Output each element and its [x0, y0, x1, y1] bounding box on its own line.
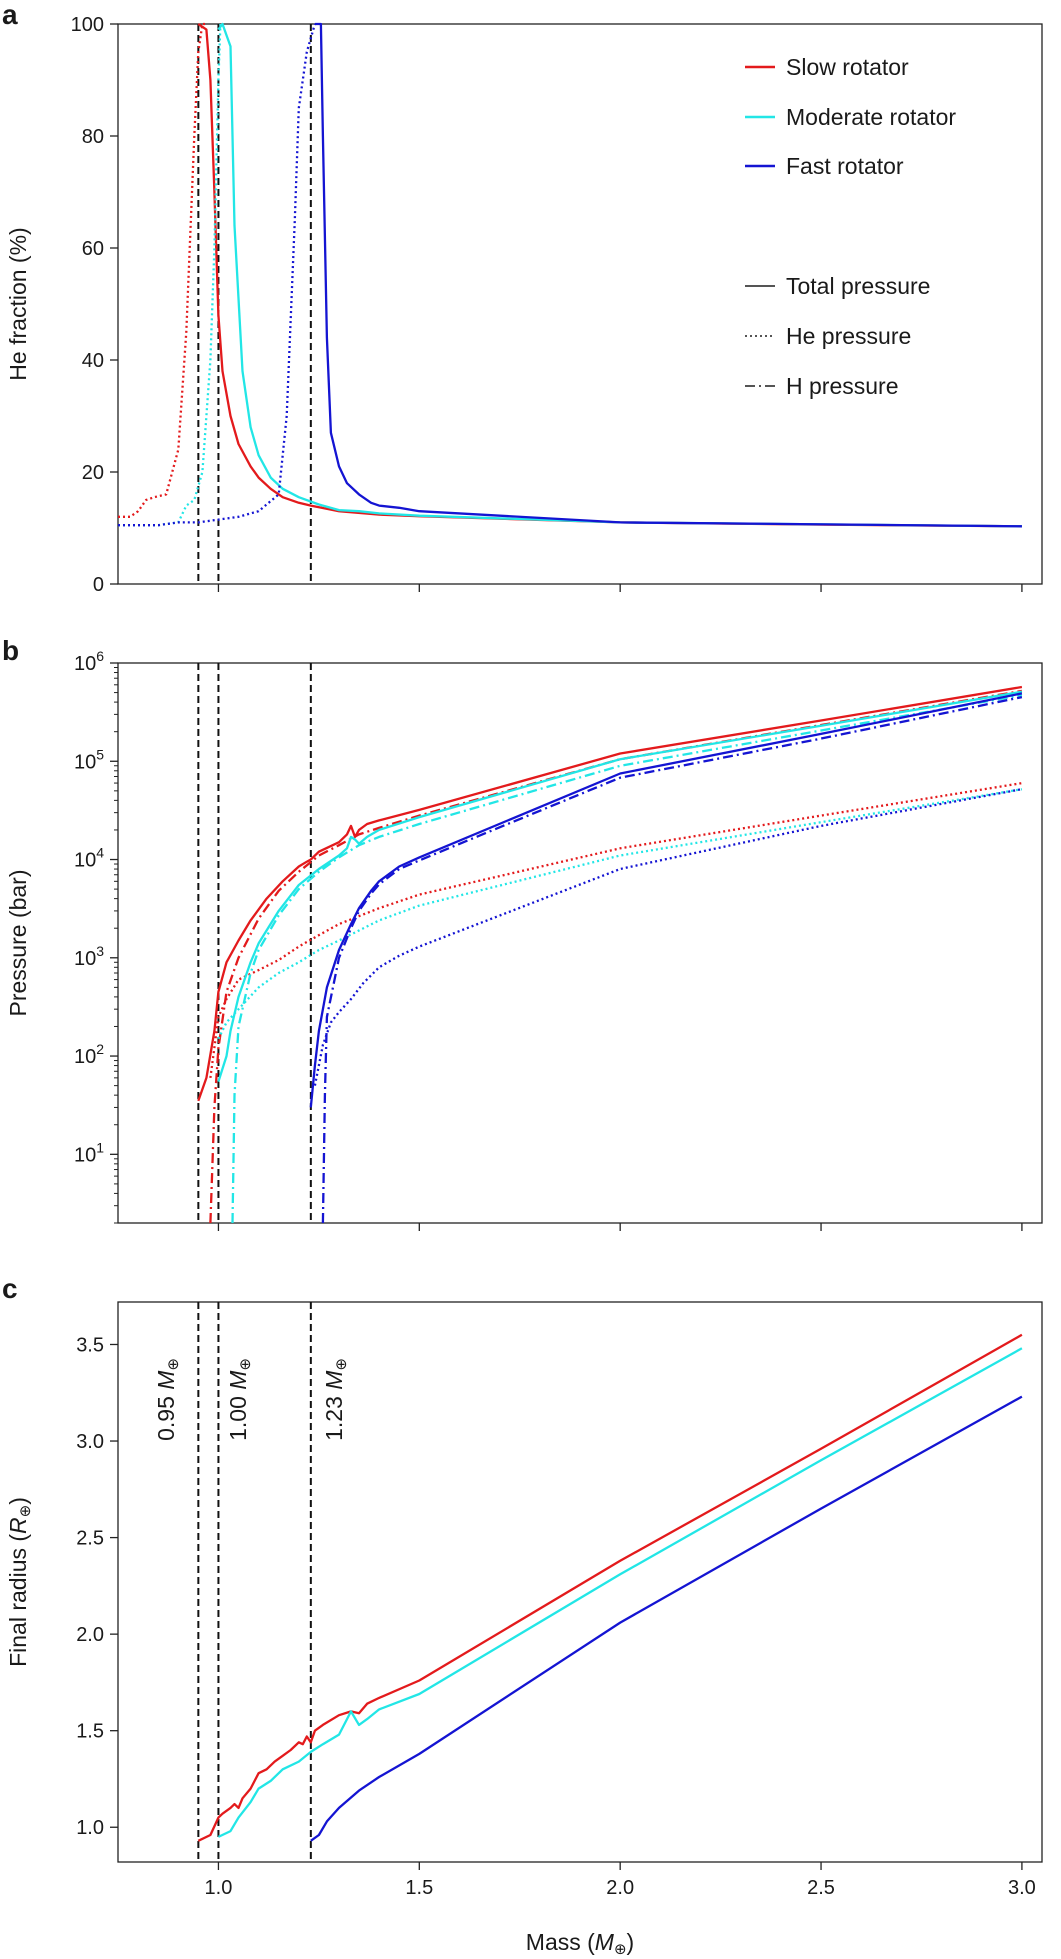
y-tick-label: 3.5	[76, 1334, 104, 1356]
y-tick-label: 3.0	[76, 1431, 104, 1453]
panel-b-x-ticks	[217, 1223, 1023, 1231]
y-tick-label: 40	[82, 350, 104, 372]
series-moderate-total	[217, 690, 1023, 1082]
panel-label-c: c	[2, 1273, 18, 1304]
series-moderate-rotator	[217, 1347, 1023, 1838]
x-tick-label: 1.0	[205, 1877, 233, 1899]
vline-label-0.95: 0.95 M⊕	[153, 1358, 182, 1441]
series-fast-total	[309, 692, 1023, 1108]
y-tick-label: 105	[74, 746, 104, 773]
legend-label-moderate: Moderate rotator	[786, 104, 956, 130]
series-slow-total	[197, 685, 1023, 1102]
panel-a-x-ticks	[217, 584, 1023, 592]
vline-label-1.00: 1.00 M⊕	[225, 1358, 254, 1441]
y-tick-label: 2.0	[76, 1624, 104, 1646]
y-tick-label: 60	[82, 238, 104, 260]
panel-b-vlines	[197, 663, 312, 1223]
series-slow-rotator-he	[118, 22, 207, 518]
y-tick-label: 106	[74, 648, 104, 675]
y-tick-label: 101	[74, 1139, 104, 1166]
panel-c-y-ticks: 1.0 1.5 2.0 2.5 3.0 3.5	[76, 1334, 118, 1839]
panel-c-y-axis-label: Final radius (R⊕)	[5, 1497, 34, 1667]
series-moderate-rotator	[217, 22, 1022, 528]
x-tick-label: 1.5	[405, 1877, 433, 1899]
x-tick-label: 2.0	[606, 1877, 634, 1899]
y-tick-label: 80	[82, 126, 104, 148]
series-slow-rotator	[197, 1333, 1023, 1842]
legend-label-fast: Fast rotator	[786, 153, 904, 179]
series-fast-h	[321, 695, 1023, 1224]
x-tick-label: 2.5	[807, 1877, 835, 1899]
series-fast-rotator	[310, 1395, 1023, 1842]
panel-label-a: a	[2, 0, 18, 30]
panel-b-series	[197, 685, 1023, 1224]
vline-label-1.23: 1.23 M⊕	[321, 1358, 350, 1441]
series-fast-rotator	[314, 22, 1022, 528]
x-tick-label: 3.0	[1008, 1877, 1036, 1899]
legend: Slow rotator Moderate rotator Fast rotat…	[745, 54, 956, 399]
legend-label-h: H pressure	[786, 373, 898, 399]
y-tick-label: 2.5	[76, 1528, 104, 1550]
x-axis-label: Mass (M⊕)	[526, 1929, 634, 1958]
series-fast-he	[313, 788, 1023, 1086]
panel-b-y-ticks: 101 102 103 104 105 106	[74, 648, 118, 1224]
series-moderate-he	[217, 788, 1023, 1040]
panel-a-y-ticks: 0 20 40 60 80 100	[71, 14, 118, 596]
y-tick-label: 103	[74, 943, 104, 970]
legend-label-total: Total pressure	[786, 273, 930, 299]
panel-c-final-radius: 1.0 1.5 2.0 2.5 3.0 3.5 1.0 1.5 2.0 2.5 3.0 Final…	[5, 1301, 1043, 1958]
y-tick-label: 20	[82, 462, 104, 484]
panel-c-x-ticks: 1.0 1.5 2.0 2.5 3.0	[205, 1862, 1036, 1899]
series-moderate-h	[231, 694, 1023, 1224]
panel-c-frame	[117, 1301, 1043, 1863]
panel-b-y-axis-label: Pressure (bar)	[5, 870, 31, 1017]
series-slow-h	[209, 689, 1023, 1224]
series-fast-rotator-he	[118, 23, 317, 527]
panel-a-he-fraction: 0 20 40 60 80 100 He fraction (%) Slow rotato…	[5, 14, 1043, 596]
y-tick-label: 1.5	[76, 1721, 104, 1743]
legend-label-he: He pressure	[786, 323, 911, 349]
series-moderate-rotator-he	[118, 23, 222, 527]
y-tick-label: 100	[71, 14, 104, 36]
legend-label-slow: Slow rotator	[786, 54, 909, 80]
series-slow-he	[209, 781, 1023, 1079]
panel-a-y-axis-label: He fraction (%)	[5, 227, 31, 380]
panel-b-pressure: 101 102 103 104 105 106 Pressure (bar)	[5, 648, 1043, 1231]
panel-a-series	[118, 22, 1022, 528]
panel-c-series	[197, 1333, 1023, 1842]
panel-label-b: b	[2, 635, 19, 666]
y-tick-label: 1.0	[76, 1817, 104, 1839]
panel-b-frame	[117, 662, 1043, 1224]
panel-c-vlines	[197, 1302, 312, 1862]
panel-a-frame	[117, 23, 1043, 585]
y-tick-label: 102	[74, 1041, 104, 1068]
y-tick-label: 104	[74, 845, 104, 872]
y-tick-label: 0	[93, 574, 104, 596]
